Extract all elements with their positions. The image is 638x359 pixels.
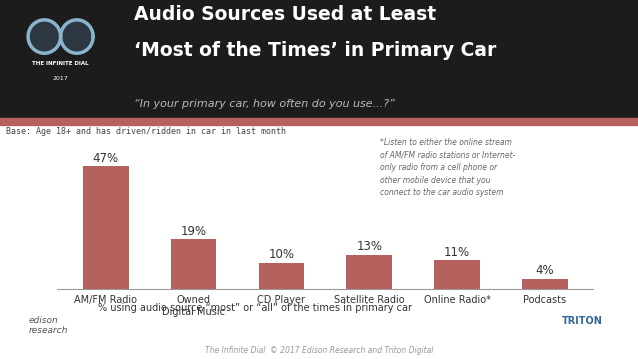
Text: 4%: 4% bbox=[536, 264, 554, 277]
Bar bbox=[434, 260, 480, 289]
Text: 13%: 13% bbox=[356, 241, 382, 253]
Text: THE INFINITE DIAL: THE INFINITE DIAL bbox=[33, 61, 89, 66]
Text: Base: Age 18+ and has driven/ridden in car in last month: Base: Age 18+ and has driven/ridden in c… bbox=[6, 127, 286, 136]
Bar bbox=[171, 239, 216, 289]
Bar bbox=[83, 166, 129, 289]
Bar bbox=[258, 263, 304, 289]
Text: % using audio source “most” or “all” of the times in primary car: % using audio source “most” or “all” of … bbox=[98, 303, 412, 313]
Text: *Listen to either the online stream
of AM/FM radio stations or Internet-
only ra: *Listen to either the online stream of A… bbox=[380, 138, 515, 197]
Text: ‘Most of the Times’ in Primary Car: ‘Most of the Times’ in Primary Car bbox=[134, 41, 496, 60]
Text: 19%: 19% bbox=[181, 225, 207, 238]
Text: 2017: 2017 bbox=[53, 76, 68, 81]
Text: TRITON: TRITON bbox=[561, 316, 602, 326]
Polygon shape bbox=[28, 20, 61, 53]
Bar bbox=[346, 255, 392, 289]
Polygon shape bbox=[61, 20, 93, 53]
Text: Audio Sources Used at Least: Audio Sources Used at Least bbox=[134, 5, 436, 24]
Text: “In your primary car, how often do you use...?”: “In your primary car, how often do you u… bbox=[134, 99, 395, 109]
Text: 47%: 47% bbox=[93, 152, 119, 165]
Text: The Infinite Dial  © 2017 Edison Research and Triton Digital: The Infinite Dial © 2017 Edison Research… bbox=[205, 346, 433, 355]
Text: 11%: 11% bbox=[444, 246, 470, 259]
Text: 10%: 10% bbox=[269, 248, 295, 261]
Text: edison
research: edison research bbox=[29, 316, 68, 335]
Bar bbox=[522, 279, 568, 289]
